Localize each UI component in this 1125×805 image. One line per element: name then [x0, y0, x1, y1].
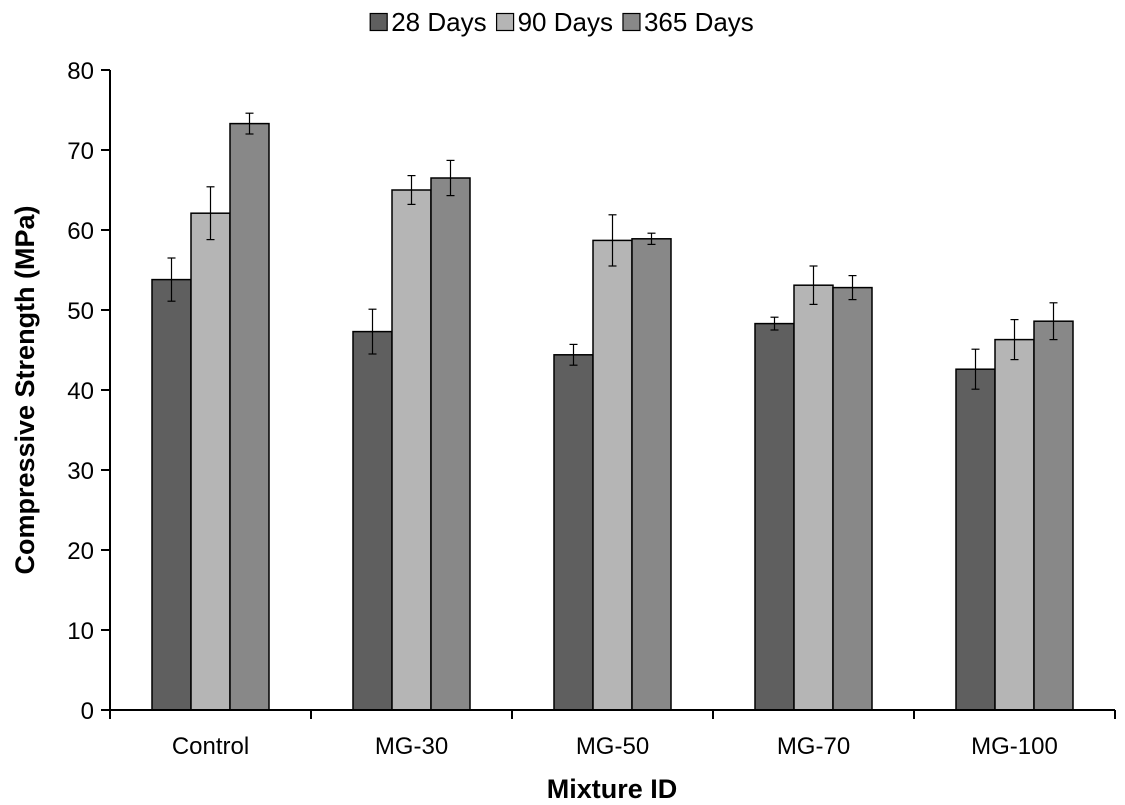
- error-bar: [167, 257, 176, 302]
- y-axis-title: Compressive Strength (MPa): [10, 205, 40, 574]
- legend-swatch: [369, 12, 388, 32]
- error-bar: [809, 265, 818, 305]
- error-bar: [1010, 319, 1019, 361]
- y-tick-label: 0: [81, 698, 94, 725]
- bar: [793, 284, 834, 711]
- bar: [832, 286, 873, 711]
- bars: [151, 112, 1074, 711]
- legend-item: 90 Days: [495, 7, 613, 37]
- error-bar: [971, 348, 980, 390]
- y-tick-label: 20: [67, 538, 94, 565]
- bar: [391, 189, 432, 711]
- y-tick-label: 40: [67, 378, 94, 405]
- legend: 28 Days 90 Days 365 Days: [369, 7, 754, 37]
- error-bar: [647, 232, 656, 245]
- x-tick-label: MG-30: [375, 733, 448, 760]
- error-bar: [770, 316, 779, 331]
- error-bar: [245, 112, 254, 135]
- x-tick-label: MG-50: [576, 733, 649, 760]
- x-axis-title: Mixture ID: [547, 774, 678, 804]
- legend-label: 28 Days: [391, 7, 486, 37]
- legend-label: 365 Days: [644, 7, 754, 37]
- error-bar: [1049, 302, 1058, 341]
- legend-swatch: [622, 12, 641, 32]
- bar: [1033, 320, 1074, 711]
- error-bar: [407, 175, 416, 205]
- bar: [994, 338, 1035, 711]
- y-tick-label: 50: [67, 298, 94, 325]
- legend-item: 365 Days: [622, 7, 754, 37]
- legend-swatch: [495, 12, 515, 32]
- error-bar: [446, 159, 455, 197]
- bar: [553, 354, 594, 711]
- bar: [151, 278, 192, 711]
- bar: [229, 122, 270, 711]
- bar: [631, 238, 672, 711]
- bar: [430, 177, 471, 711]
- bar: [955, 368, 996, 711]
- x-tick-label: Control: [172, 733, 249, 760]
- x-tick-label: MG-100: [971, 733, 1058, 760]
- bar: [190, 212, 231, 711]
- y-axis: 0 10 20 30 40 50 60 70 80: [67, 58, 111, 725]
- bar: [352, 330, 393, 711]
- error-bar: [848, 275, 857, 301]
- bar: [592, 239, 633, 711]
- x-axis: Control MG-30 MG-50 MG-70 MG-100: [109, 709, 1116, 760]
- y-tick-label: 30: [67, 458, 94, 485]
- error-bar: [608, 214, 617, 267]
- legend-item: 28 Days: [369, 7, 487, 37]
- error-bar: [368, 308, 377, 355]
- x-tick-label: MG-70: [777, 733, 850, 760]
- error-bar: [569, 343, 578, 366]
- bar: [754, 322, 795, 711]
- error-bar: [206, 186, 215, 241]
- y-tick-label: 60: [67, 218, 94, 245]
- y-tick-label: 80: [67, 58, 94, 85]
- legend-label: 90 Days: [518, 7, 613, 37]
- y-tick-label: 10: [67, 618, 94, 645]
- y-tick-label: 70: [67, 138, 94, 165]
